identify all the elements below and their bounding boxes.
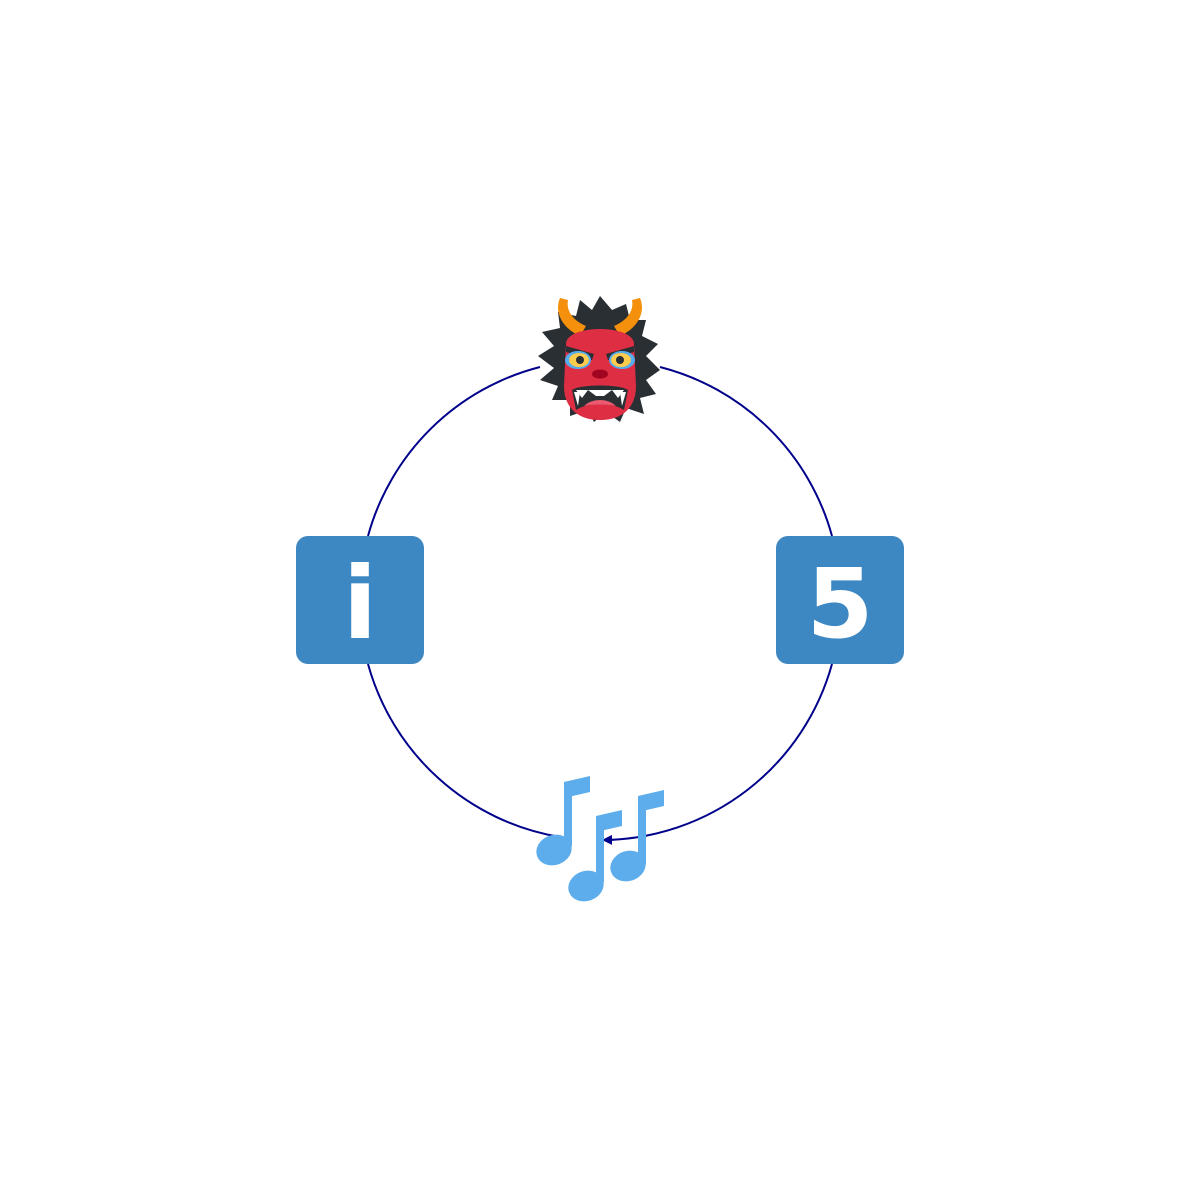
ogre-fang-right xyxy=(620,392,626,406)
cycle-ring xyxy=(367,366,833,845)
arc-keycap5-to-notes xyxy=(602,663,833,845)
music-note-2 xyxy=(568,810,622,902)
ogre-teeth-top xyxy=(576,390,624,398)
ogre-nose xyxy=(592,369,608,379)
ogre-horn-right xyxy=(614,298,642,336)
ogre-fang-left xyxy=(574,392,580,406)
information-background xyxy=(296,536,424,664)
musical-notes-icon xyxy=(536,776,664,902)
arc-ogre-to-keycap5 xyxy=(659,366,833,537)
ogre-eye-left xyxy=(565,351,591,369)
ogre-icon xyxy=(538,296,660,422)
ogre-horn-left xyxy=(558,298,586,336)
music-note-1 xyxy=(536,776,590,866)
arc-info-to-ogre xyxy=(367,366,541,537)
ogre-eye-right xyxy=(609,351,635,369)
information-label: i xyxy=(343,545,377,662)
music-note-3 xyxy=(610,790,664,882)
keycap-5-background xyxy=(776,536,904,664)
ogre-tongue xyxy=(584,400,616,406)
arc-notes-to-info xyxy=(367,663,561,838)
keycap-5-icon: 5 xyxy=(776,536,904,664)
information-icon: i xyxy=(296,536,424,664)
keycap-5-label: 5 xyxy=(807,548,874,660)
